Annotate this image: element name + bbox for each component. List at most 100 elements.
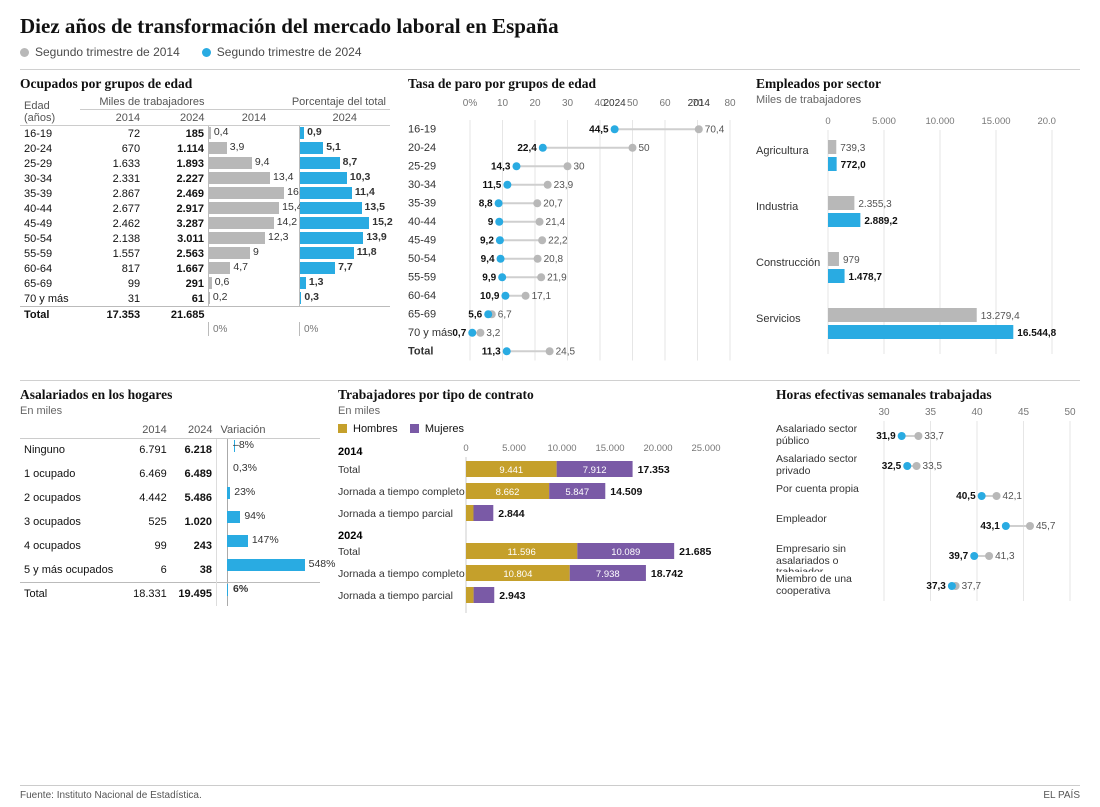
svg-text:50: 50 [627, 98, 639, 109]
svg-text:18.742: 18.742 [651, 568, 683, 580]
svg-text:Jornada a tiempo completo: Jornada a tiempo completo [338, 486, 465, 498]
svg-text:9,2: 9,2 [480, 235, 494, 246]
svg-text:41,3: 41,3 [995, 551, 1015, 562]
svg-text:Servicios: Servicios [756, 313, 801, 325]
svg-text:60-64: 60-64 [408, 290, 436, 302]
svg-text:11.596: 11.596 [507, 547, 535, 558]
svg-text:44,5: 44,5 [589, 124, 609, 135]
panel-hogares: Asalariados en los hogares En miles 2014… [20, 387, 320, 624]
svg-text:5.000: 5.000 [872, 116, 896, 127]
svg-text:2.844: 2.844 [498, 508, 524, 520]
svg-text:Construcción: Construcción [756, 257, 820, 269]
svg-text:2024: 2024 [604, 98, 627, 109]
svg-text:2024: 2024 [338, 530, 363, 542]
svg-text:50: 50 [639, 143, 651, 154]
svg-text:40-44: 40-44 [408, 216, 436, 228]
svg-text:40,5: 40,5 [956, 491, 976, 502]
svg-text:2.889,2: 2.889,2 [864, 216, 898, 227]
svg-text:2014: 2014 [688, 98, 711, 109]
svg-text:16-19: 16-19 [408, 123, 436, 135]
svg-text:31,9: 31,9 [876, 431, 896, 442]
svg-text:2.355,3: 2.355,3 [858, 199, 892, 210]
svg-text:0: 0 [463, 443, 468, 454]
svg-text:21,9: 21,9 [547, 272, 567, 283]
svg-text:30: 30 [562, 98, 574, 109]
svg-text:1.478,7: 1.478,7 [849, 272, 883, 283]
svg-text:Jornada a tiempo parcial: Jornada a tiempo parcial [338, 508, 453, 520]
svg-text:0%: 0% [463, 98, 478, 109]
svg-text:10: 10 [497, 98, 509, 109]
svg-text:45: 45 [1018, 407, 1030, 418]
svg-text:7.938: 7.938 [596, 569, 620, 580]
svg-text:50-54: 50-54 [408, 253, 436, 265]
svg-text:35: 35 [925, 407, 937, 418]
svg-text:Total: Total [408, 345, 433, 357]
svg-text:21,4: 21,4 [546, 217, 566, 228]
panel-contrato: Trabajadores por tipo de contrato En mil… [338, 387, 758, 624]
svg-text:Total: Total [338, 464, 360, 476]
svg-text:13.279,4: 13.279,4 [981, 311, 1020, 322]
svg-text:20.000: 20.000 [643, 443, 672, 454]
panel-ocupados: Ocupados por grupos de edad Edad(años) M… [20, 76, 390, 372]
svg-text:20,8: 20,8 [544, 254, 564, 265]
svg-text:24,5: 24,5 [556, 346, 576, 357]
svg-text:17,1: 17,1 [532, 291, 552, 302]
svg-text:8.662: 8.662 [496, 487, 520, 498]
svg-text:45-49: 45-49 [408, 234, 436, 246]
svg-text:979: 979 [843, 255, 860, 266]
svg-text:9: 9 [488, 217, 494, 228]
svg-text:30: 30 [878, 407, 890, 418]
svg-text:8,8: 8,8 [479, 198, 493, 209]
svg-text:37,3: 37,3 [926, 581, 946, 592]
svg-text:33,5: 33,5 [923, 461, 943, 472]
top-legend: Segundo trimestre de 2014 Segundo trimes… [20, 45, 1080, 59]
svg-text:22,4: 22,4 [517, 143, 537, 154]
svg-text:0,7: 0,7 [452, 328, 466, 339]
svg-text:14.509: 14.509 [610, 486, 642, 498]
svg-text:9.441: 9.441 [499, 465, 523, 476]
svg-text:32,5: 32,5 [882, 461, 902, 472]
page-title: Diez años de transformación del mercado … [20, 14, 1080, 39]
svg-text:40: 40 [971, 407, 983, 418]
svg-text:10.089: 10.089 [611, 547, 640, 558]
svg-text:15.000: 15.000 [981, 116, 1010, 127]
svg-text:50: 50 [1064, 407, 1076, 418]
svg-text:30: 30 [574, 161, 586, 172]
svg-text:45,7: 45,7 [1036, 521, 1056, 532]
svg-text:6,7: 6,7 [498, 309, 512, 320]
svg-text:7.912: 7.912 [583, 465, 607, 476]
svg-text:37,7: 37,7 [962, 581, 982, 592]
svg-text:25.000: 25.000 [691, 443, 720, 454]
svg-text:55-59: 55-59 [408, 271, 436, 283]
svg-text:33,7: 33,7 [924, 431, 944, 442]
svg-text:Agricultura: Agricultura [756, 145, 809, 157]
svg-text:20: 20 [529, 98, 541, 109]
svg-text:70 y más: 70 y más [408, 327, 453, 339]
svg-text:Total: Total [338, 546, 360, 558]
svg-text:20.000: 20.000 [1037, 116, 1056, 127]
svg-text:20,7: 20,7 [543, 198, 563, 209]
svg-text:21.685: 21.685 [679, 546, 711, 558]
svg-text:11,3: 11,3 [482, 346, 501, 357]
svg-text:30-34: 30-34 [408, 179, 436, 191]
svg-text:739,3: 739,3 [840, 143, 865, 154]
svg-text:2.943: 2.943 [499, 590, 525, 602]
svg-text:15.000: 15.000 [595, 443, 624, 454]
panel-sector: Empleados por sector Miles de trabajador… [756, 76, 1066, 372]
svg-text:Jornada a tiempo completo: Jornada a tiempo completo [338, 568, 465, 580]
svg-text:5.000: 5.000 [502, 443, 526, 454]
svg-text:2014: 2014 [338, 446, 363, 458]
svg-text:10.000: 10.000 [925, 116, 954, 127]
svg-text:11,5: 11,5 [482, 180, 501, 191]
panel-horas: Horas efectivas semanales trabajadas 303… [776, 387, 1076, 624]
svg-text:10,9: 10,9 [480, 291, 500, 302]
svg-text:17.353: 17.353 [638, 464, 670, 476]
svg-text:43,1: 43,1 [980, 521, 1000, 532]
svg-text:10.804: 10.804 [503, 569, 532, 580]
svg-text:5.847: 5.847 [565, 487, 589, 498]
svg-text:20-24: 20-24 [408, 142, 436, 154]
svg-text:65-69: 65-69 [408, 308, 436, 320]
svg-text:Industria: Industria [756, 201, 799, 213]
svg-text:60: 60 [659, 98, 671, 109]
svg-text:3,2: 3,2 [486, 328, 500, 339]
